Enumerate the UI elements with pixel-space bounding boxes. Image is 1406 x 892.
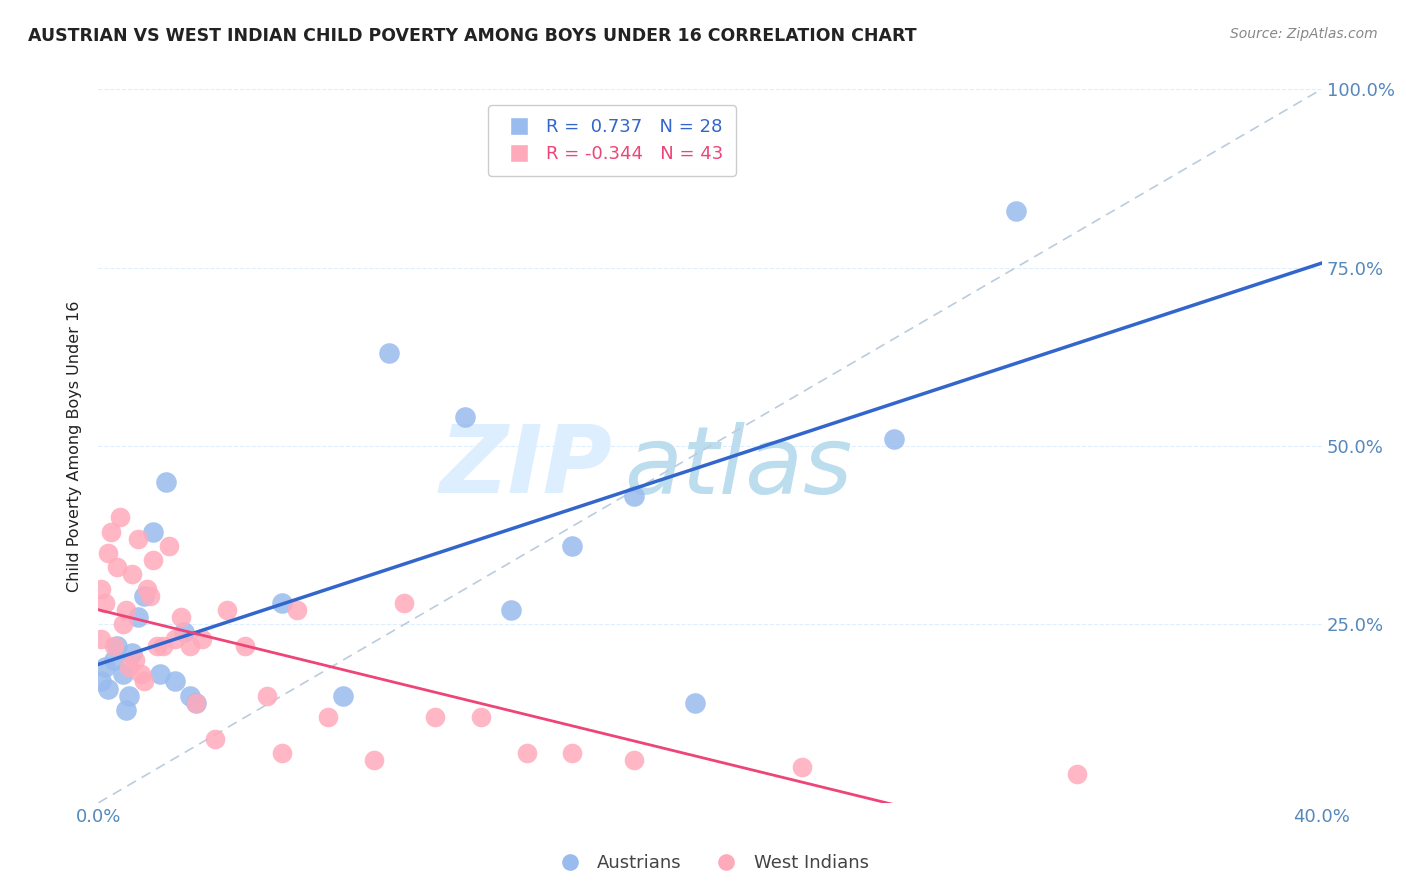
Point [118, 689, 141, 703]
Point [233, 639, 256, 653]
Point [111, 667, 134, 681]
Point [173, 624, 195, 639]
Point [152, 639, 174, 653]
Point [470, 710, 492, 724]
Point [100, 524, 122, 539]
Point [285, 603, 308, 617]
Point [392, 596, 416, 610]
Point [1004, 203, 1026, 218]
Point [105, 639, 128, 653]
Point [561, 746, 583, 760]
Point [90, 674, 112, 689]
Point [316, 710, 339, 724]
Point [179, 689, 201, 703]
Point [115, 603, 138, 617]
Point [179, 639, 201, 653]
Point [215, 603, 238, 617]
Point [121, 567, 143, 582]
Point [90, 632, 112, 646]
Point [134, 589, 156, 603]
Point [423, 710, 446, 724]
Point [256, 689, 278, 703]
Point [149, 667, 172, 681]
Legend: Austrians, West Indians: Austrians, West Indians [544, 847, 876, 880]
Point [105, 560, 128, 574]
Point [142, 553, 165, 567]
Point [501, 603, 523, 617]
Point [93, 596, 115, 610]
Point [111, 617, 134, 632]
Point [170, 610, 193, 624]
Point [142, 524, 165, 539]
Point [163, 632, 186, 646]
Y-axis label: Child Poverty Among Boys Under 16: Child Poverty Among Boys Under 16 [67, 301, 83, 591]
Point [363, 753, 385, 767]
Point [127, 532, 149, 546]
Point [139, 589, 162, 603]
Point [204, 731, 226, 746]
Point [191, 632, 214, 646]
Point [134, 674, 156, 689]
Point [136, 582, 159, 596]
Point [90, 582, 112, 596]
Point [683, 696, 706, 710]
Point [155, 475, 177, 489]
Point [118, 660, 141, 674]
Point [1066, 767, 1088, 781]
Text: AUSTRIAN VS WEST INDIAN CHILD POVERTY AMONG BOYS UNDER 16 CORRELATION CHART: AUSTRIAN VS WEST INDIAN CHILD POVERTY AM… [28, 27, 917, 45]
Text: ZIP: ZIP [439, 421, 612, 514]
Point [186, 696, 208, 710]
Point [121, 646, 143, 660]
Point [97, 546, 120, 560]
Point [108, 510, 131, 524]
Point [623, 489, 645, 503]
Point [623, 753, 645, 767]
Point [516, 746, 538, 760]
Text: Source: ZipAtlas.com: Source: ZipAtlas.com [1230, 27, 1378, 41]
Point [124, 653, 146, 667]
Point [127, 610, 149, 624]
Point [454, 410, 477, 425]
Text: atlas: atlas [624, 422, 852, 513]
Point [270, 596, 292, 610]
Point [115, 703, 138, 717]
Point [157, 539, 180, 553]
Point [103, 653, 125, 667]
Point [97, 681, 120, 696]
Point [561, 539, 583, 553]
Point [790, 760, 813, 774]
Point [93, 660, 115, 674]
Point [163, 674, 186, 689]
Point [378, 346, 401, 360]
Point [186, 696, 208, 710]
Point [883, 432, 905, 446]
Point [332, 689, 354, 703]
Point [145, 639, 167, 653]
Point [129, 667, 152, 681]
Point [103, 639, 125, 653]
Point [270, 746, 292, 760]
